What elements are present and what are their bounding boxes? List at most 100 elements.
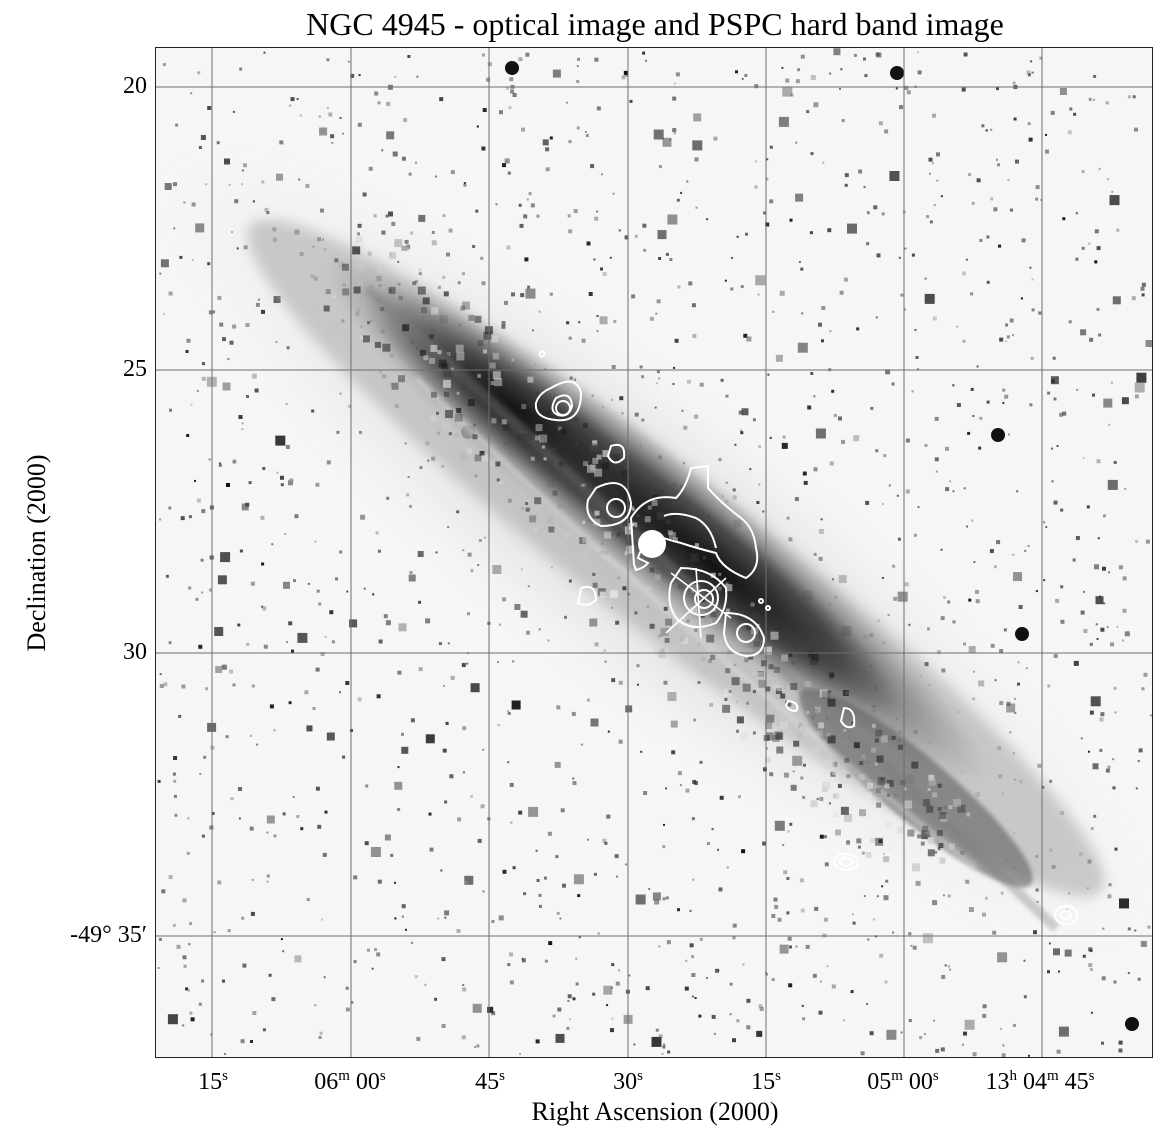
star: [993, 207, 998, 212]
star: [1140, 286, 1145, 291]
star: [818, 1010, 823, 1015]
dust-clump: [445, 410, 454, 418]
dust-clump: [772, 684, 779, 691]
star: [1024, 549, 1027, 552]
star: [509, 782, 514, 787]
dust-clump: [492, 444, 497, 449]
dust-clump: [832, 811, 839, 818]
star: [736, 1019, 740, 1023]
dust-clump: [791, 660, 796, 665]
dust-clump: [535, 392, 538, 396]
star: [986, 235, 990, 239]
star: [658, 1034, 663, 1039]
star: [502, 869, 507, 874]
star: [443, 684, 445, 687]
star: [742, 963, 745, 966]
star: [1073, 112, 1077, 116]
dust-clump: [927, 788, 931, 791]
x-axis-title: Right Ascension (2000): [531, 1097, 779, 1126]
star: [250, 1040, 253, 1043]
star: [1067, 130, 1072, 135]
star: [1109, 195, 1120, 206]
star: [786, 877, 790, 880]
star: [1075, 536, 1080, 540]
dust-clump: [557, 426, 562, 431]
star: [507, 171, 511, 175]
star: [763, 211, 767, 215]
star: [812, 973, 817, 978]
star: [372, 593, 375, 596]
star: [319, 127, 328, 136]
star: [788, 983, 793, 988]
star: [1029, 403, 1033, 407]
dust-clump: [688, 674, 694, 680]
star: [1075, 257, 1079, 261]
star: [1009, 208, 1013, 212]
dust-clump: [459, 452, 468, 461]
dust-clump: [353, 332, 359, 338]
dust-clump: [481, 454, 489, 462]
star: [1031, 278, 1034, 281]
star: [1069, 107, 1073, 111]
star: [665, 896, 669, 900]
star: [1101, 976, 1106, 981]
star: [261, 562, 265, 566]
dust-clump: [710, 611, 717, 618]
star: [518, 57, 523, 62]
star: [290, 97, 295, 102]
star: [919, 1036, 923, 1040]
star: [596, 106, 601, 111]
star: [593, 258, 596, 261]
star: [185, 987, 189, 991]
star: [1028, 1054, 1030, 1057]
star: [464, 875, 474, 885]
star: [271, 543, 274, 546]
star: [1012, 334, 1014, 337]
star: [227, 929, 231, 933]
star: [172, 772, 176, 776]
dust-clump: [656, 511, 665, 520]
star: [507, 963, 511, 967]
dust-clump: [665, 618, 673, 626]
dust-clump: [616, 532, 621, 537]
dust-clump: [534, 497, 542, 505]
star: [268, 973, 272, 977]
star: [566, 1026, 570, 1030]
star: [370, 847, 381, 857]
star: [1101, 1041, 1104, 1045]
star: [482, 890, 485, 893]
star: [899, 105, 903, 110]
star: [200, 135, 206, 140]
dust-clump: [843, 728, 847, 732]
star: [777, 917, 782, 922]
star: [679, 784, 682, 787]
star: [1059, 88, 1067, 95]
star: [1096, 459, 1101, 464]
star: [397, 808, 401, 811]
dust-clump: [666, 518, 673, 525]
star: [844, 173, 849, 178]
star: [438, 642, 442, 646]
star: [1056, 1049, 1061, 1054]
star: [364, 841, 369, 846]
dust-clump: [826, 759, 835, 768]
star: [865, 500, 870, 505]
dust-clump: [746, 701, 749, 705]
star: [157, 779, 161, 783]
star: [795, 193, 804, 202]
dust-clump: [874, 762, 878, 766]
star: [818, 322, 822, 327]
star: [1076, 388, 1079, 391]
dust-clump: [483, 331, 492, 340]
star: [809, 231, 813, 235]
dust-clump: [480, 369, 489, 378]
star: [603, 985, 613, 995]
star: [198, 1002, 202, 1006]
star: [971, 519, 974, 522]
dust-clump: [483, 349, 487, 354]
y-tick-label: 30: [123, 639, 147, 665]
dust-clump: [466, 448, 472, 454]
dust-clump: [783, 772, 789, 778]
star: [562, 883, 566, 888]
star: [378, 639, 383, 644]
